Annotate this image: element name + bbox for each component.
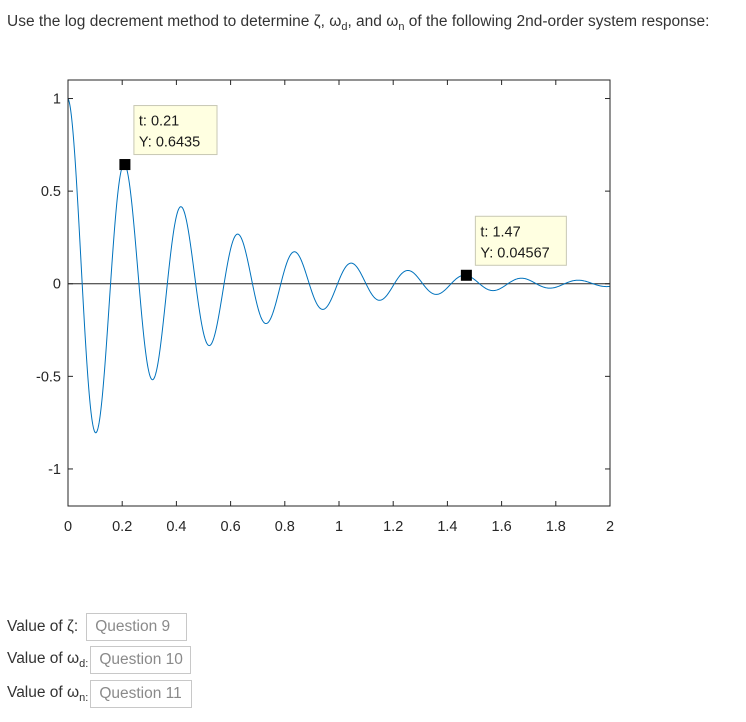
omega-d-subscript: d	[341, 21, 348, 34]
answer-row-omega-n: Value of ωn: Question 11	[7, 679, 193, 709]
omega-n-symbol: ω	[386, 13, 399, 30]
datatip-x-label-0: t: 0.21	[139, 114, 179, 130]
response-chart: 0 0.2 0.4 0.6 0.8 1 1.2 1.4 1.6 1.8 2 -1-0.500.51 …	[36, 79, 614, 535]
datatip-x-label-1: t: 1.47	[480, 224, 520, 240]
omega-d-label-subscript: d:	[79, 658, 89, 671]
omega-n-answer-input[interactable]: Question 11	[90, 680, 193, 708]
datatip-marker-1[interactable]	[460, 269, 472, 281]
answer-row-zeta: Value of ζ: Question 9	[7, 612, 188, 642]
plot-frame	[67, 79, 611, 507]
datatip-box-0	[133, 105, 218, 156]
x-tick-label-8: 1.6	[492, 519, 512, 535]
omega-d-answer-input[interactable]: Question 10	[90, 646, 192, 674]
x-tick-label-5: 1	[335, 519, 343, 535]
datatip-marker-0[interactable]	[119, 159, 131, 171]
omega-d-symbol: ω	[329, 13, 342, 30]
series-line-0	[67, 98, 611, 434]
omega-d-label-text: Value of ω	[7, 649, 80, 667]
y-tick-label-2: 0	[53, 277, 61, 293]
question-prompt: Use the log decrement method to determin…	[7, 13, 709, 33]
prompt-separator-1: ,	[320, 13, 330, 30]
prompt-text-2: of the following 2nd-order system respon…	[404, 13, 710, 30]
datatip-y-label-0: Y: 0.6435	[139, 135, 200, 151]
x-tick-label-4: 0.8	[275, 519, 295, 535]
prompt-text-1: Use the log decrement method to determin…	[7, 13, 314, 30]
x-tick-label-10: 2	[606, 519, 614, 535]
x-tick-label-7: 1.4	[437, 519, 457, 535]
datatip-box-1	[474, 215, 567, 266]
y-tick-label-0: -1	[48, 462, 61, 478]
datatip-0[interactable]: t: 0.21 Y: 0.6435	[119, 105, 218, 171]
x-tick-label-3: 0.6	[221, 519, 241, 535]
y-tick-label-3: 0.5	[41, 184, 61, 200]
datatip-1[interactable]: t: 1.47 Y: 0.04567	[460, 215, 567, 281]
zeta-label-text: Value of ζ:	[7, 618, 79, 635]
y-tick-label-4: 1	[53, 92, 61, 108]
y-tick-label-1: -0.5	[36, 369, 61, 385]
zeta-symbol: ζ	[313, 13, 321, 30]
zeta-answer-input[interactable]: Question 9	[86, 613, 188, 641]
answer-row-omega-d: Value of ωd: Question 10	[7, 645, 192, 675]
zeta-label: Value of ζ:	[7, 618, 78, 636]
x-tick-label-1: 0.2	[112, 519, 132, 535]
omega-n-label-subscript: n:	[79, 692, 89, 705]
omega-n-label: Value of ωn:	[7, 684, 88, 704]
omega-d-label: Value of ωd:	[7, 650, 88, 670]
x-tick-label-0: 0	[64, 519, 72, 535]
omega-n-label-text: Value of ω	[7, 683, 80, 701]
x-tick-label-9: 1.8	[546, 519, 566, 535]
omega-n-subscript: n	[398, 21, 405, 34]
prompt-separator-2: , and	[347, 13, 387, 30]
x-tick-label-2: 0.4	[166, 519, 186, 535]
x-tick-label-6: 1.2	[383, 519, 403, 535]
datatip-y-label-1: Y: 0.04567	[480, 245, 549, 261]
